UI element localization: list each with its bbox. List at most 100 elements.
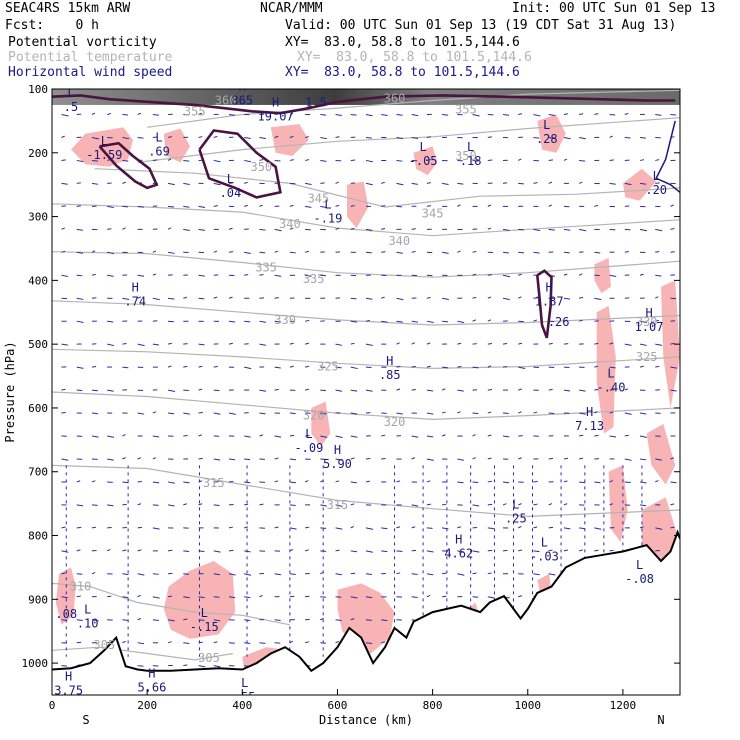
wind-vector <box>350 618 355 621</box>
wind-vector <box>579 136 586 140</box>
wind-vector <box>624 251 629 253</box>
extremum-kind: L <box>201 606 208 620</box>
wind-vector <box>670 481 677 484</box>
wind-vector <box>244 204 248 207</box>
extremum-value: 5.90 <box>323 457 352 471</box>
wind-vector <box>426 365 431 368</box>
wind-vector <box>350 412 358 415</box>
wind-vector <box>472 457 476 460</box>
wind-vector <box>639 273 644 276</box>
wind-vector <box>183 114 190 116</box>
wind-vector <box>350 114 357 116</box>
wind-vector <box>259 320 267 323</box>
extremum-value: .08 <box>55 607 77 621</box>
theta-label: 330 <box>274 313 296 327</box>
wind-vector <box>609 342 614 345</box>
wind-vector <box>244 596 251 599</box>
wind-vector <box>137 136 144 139</box>
wind-vector <box>624 481 631 484</box>
wind-vector <box>548 136 556 140</box>
wind-vector <box>228 296 233 299</box>
wind-vector <box>563 389 571 392</box>
wind-vector <box>152 573 159 575</box>
extremum-value: 3.75 <box>54 684 83 698</box>
wind-vector <box>442 320 449 323</box>
wind-vector <box>61 526 66 529</box>
wind-vector <box>244 503 249 506</box>
wind-vector <box>335 596 342 598</box>
wind-vector <box>335 389 343 392</box>
wind-vector <box>335 458 343 461</box>
wind-vector <box>639 435 647 438</box>
wind-vector <box>289 640 294 644</box>
wind-vector <box>76 251 84 254</box>
wind-vector <box>228 320 236 323</box>
wind-vector <box>594 388 599 391</box>
wind-vector <box>335 480 340 483</box>
wind-vector <box>457 458 465 461</box>
wind-vector <box>563 251 570 254</box>
wind-vector <box>183 481 190 484</box>
wind-vector <box>472 572 477 575</box>
wind-vector <box>167 481 175 484</box>
wind-vector <box>518 457 522 460</box>
theta-label: 305 <box>198 651 220 665</box>
wind-vector <box>563 228 571 231</box>
x-tick-label: 1000 <box>515 699 542 712</box>
wind-vector <box>442 503 447 506</box>
wind-vector <box>244 458 251 461</box>
wind-vector <box>122 181 126 184</box>
wind-vector <box>639 343 647 346</box>
wind-vector <box>350 550 358 553</box>
wind-vector <box>61 550 69 553</box>
wind-vector <box>442 595 447 598</box>
x-tick-label: 0 <box>49 699 56 712</box>
wind-vector <box>137 526 142 529</box>
wind-vector <box>472 319 476 322</box>
wind-vector <box>289 481 297 484</box>
wind-vector <box>670 204 674 207</box>
wind-vector <box>350 389 358 392</box>
wind-vector <box>183 365 188 368</box>
wind-vector <box>457 389 464 392</box>
wind-vector <box>168 320 174 323</box>
wind-vector <box>655 296 659 299</box>
wind-vector <box>320 596 327 598</box>
wind-vector <box>107 595 112 598</box>
theta-label: 340 <box>388 234 410 248</box>
wind-vector <box>198 388 203 391</box>
wind-vector <box>457 320 465 324</box>
wind-vector <box>670 114 677 116</box>
terrain-line <box>52 529 680 673</box>
wind-vector <box>533 319 538 322</box>
wind-vector <box>396 365 401 368</box>
wind-vector <box>213 182 221 186</box>
wind-vector <box>639 159 645 161</box>
north-end-label: N <box>657 713 664 727</box>
wind-vector <box>122 619 129 621</box>
extremum-kind: L <box>419 140 426 154</box>
y-tick-label: 700 <box>28 466 48 479</box>
wind-vector <box>639 458 647 461</box>
wind-vector <box>168 297 175 300</box>
extremum-value: .20 <box>645 183 667 197</box>
wind-vector <box>411 435 419 438</box>
wind-vector <box>289 159 294 161</box>
wind-vector <box>183 550 190 552</box>
extremum-kind: L <box>305 427 312 441</box>
wind-vector <box>396 114 403 116</box>
wind-vector <box>548 114 556 116</box>
wind-vector <box>350 342 355 345</box>
wind-vector <box>76 159 84 163</box>
wind-vector <box>305 595 310 598</box>
x-tick-label: 800 <box>423 699 443 712</box>
wind-vector <box>639 182 647 185</box>
wind-vector <box>152 250 157 253</box>
wind-vector <box>411 596 418 598</box>
wind-vector <box>274 526 279 529</box>
wind-vector <box>152 596 160 599</box>
wind-vector <box>183 205 190 208</box>
wind-vector <box>457 526 462 529</box>
wind-vector <box>396 550 403 553</box>
wind-vector <box>426 503 432 506</box>
